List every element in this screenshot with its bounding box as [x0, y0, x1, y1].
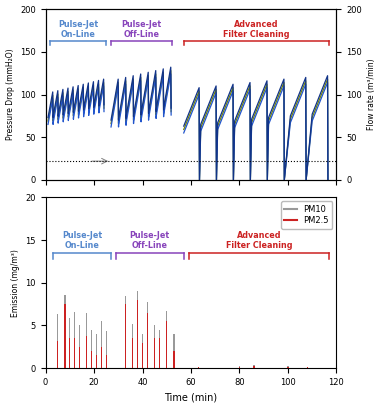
- Bar: [91, 351, 92, 368]
- Bar: [154, 338, 155, 368]
- Bar: [101, 347, 102, 368]
- Bar: [137, 300, 138, 368]
- Bar: [137, 291, 138, 368]
- Bar: [74, 312, 75, 368]
- Bar: [173, 351, 175, 368]
- Y-axis label: Pressure Drop (mmH₂O): Pressure Drop (mmH₂O): [6, 49, 15, 140]
- Bar: [132, 338, 133, 368]
- Bar: [159, 338, 160, 368]
- Text: Advanced
Filter Cleaning: Advanced Filter Cleaning: [223, 20, 290, 39]
- Bar: [287, 367, 289, 368]
- Bar: [79, 347, 80, 368]
- Bar: [197, 367, 199, 368]
- Bar: [105, 355, 107, 368]
- Text: Pulse-Jet
On-Line: Pulse-Jet On-Line: [62, 231, 102, 250]
- Bar: [132, 324, 133, 368]
- Bar: [79, 326, 80, 368]
- Bar: [253, 365, 255, 368]
- Bar: [64, 304, 66, 368]
- Text: Pulse-Jet
On-Line: Pulse-Jet On-Line: [58, 20, 98, 39]
- Bar: [64, 295, 66, 368]
- Bar: [57, 341, 58, 368]
- Bar: [69, 318, 71, 368]
- Bar: [147, 302, 148, 368]
- Bar: [307, 367, 308, 368]
- Bar: [142, 343, 143, 368]
- Bar: [69, 338, 71, 368]
- Bar: [154, 326, 155, 368]
- Bar: [105, 331, 107, 368]
- Bar: [159, 330, 160, 368]
- Bar: [239, 367, 240, 368]
- Bar: [147, 313, 148, 368]
- Text: Pulse-Jet
Off-Line: Pulse-Jet Off-Line: [130, 231, 170, 250]
- Bar: [307, 367, 308, 368]
- Bar: [91, 330, 92, 368]
- Bar: [96, 334, 97, 368]
- Bar: [96, 355, 97, 368]
- Bar: [125, 304, 126, 368]
- Bar: [173, 334, 175, 368]
- Bar: [125, 295, 126, 368]
- X-axis label: Time (min): Time (min): [164, 392, 218, 402]
- Bar: [57, 314, 58, 368]
- Legend: PM10, PM2.5: PM10, PM2.5: [281, 202, 332, 228]
- Y-axis label: Flow rate (m³/min): Flow rate (m³/min): [367, 59, 376, 130]
- Bar: [287, 366, 289, 368]
- Text: Pulse-Jet
Off-Line: Pulse-Jet Off-Line: [121, 20, 161, 39]
- Bar: [86, 336, 87, 368]
- Bar: [197, 367, 199, 368]
- Bar: [142, 334, 143, 368]
- Bar: [101, 321, 102, 368]
- Bar: [86, 313, 87, 368]
- Bar: [166, 311, 167, 368]
- Bar: [166, 321, 167, 368]
- Y-axis label: Emission (mg/m³): Emission (mg/m³): [11, 249, 20, 317]
- Bar: [253, 366, 255, 368]
- Text: Advanced
Filter Cleaning: Advanced Filter Cleaning: [226, 231, 292, 250]
- Bar: [74, 338, 75, 368]
- Bar: [239, 366, 240, 368]
